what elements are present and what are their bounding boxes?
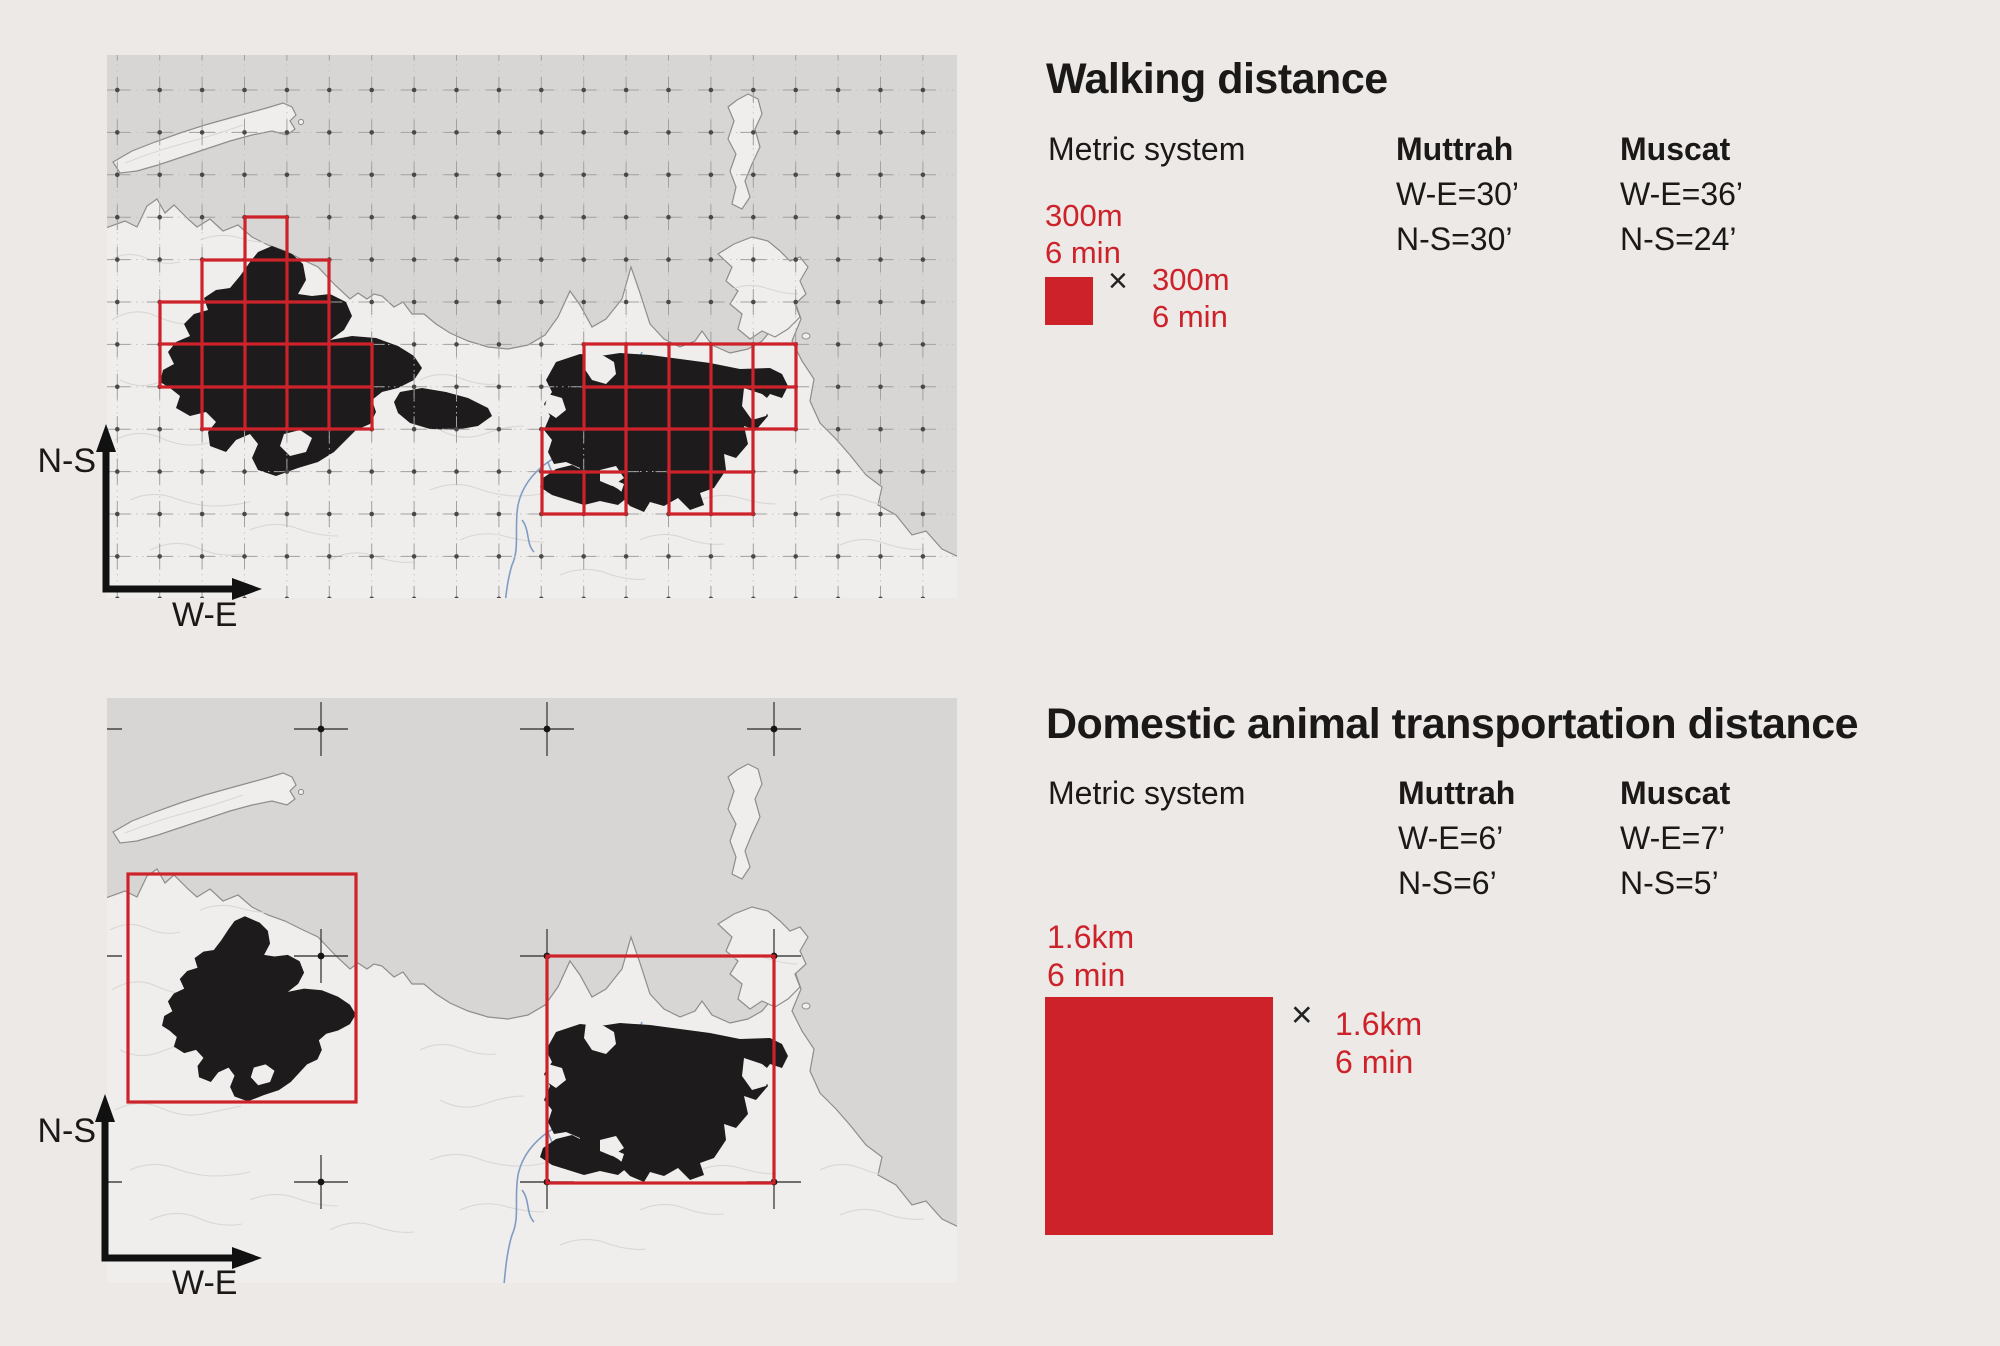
animal-muttrah-ns: N-S=6’ — [1398, 865, 1497, 901]
axes-animal — [95, 1094, 262, 1269]
animal-square-time: 6 min — [1335, 1044, 1414, 1080]
animal-metric-label: Metric system — [1048, 775, 1246, 811]
walking-map — [107, 55, 957, 598]
axis-arrow-east-b — [232, 1247, 262, 1269]
animal-legend-distance: 1.6km — [1047, 919, 1135, 955]
animal-square-distance: 1.6km — [1335, 1006, 1423, 1042]
axis-arrow-north-b — [95, 1094, 115, 1122]
walking-legend-time: 6 min — [1045, 235, 1121, 270]
red-1600m-squares — [126, 872, 776, 1185]
red-300m-cells — [158, 215, 798, 516]
animal-map — [107, 698, 957, 1283]
axis-label-ns-walking: N-S — [37, 442, 96, 480]
animal-muscat-we: W-E=7’ — [1620, 820, 1726, 856]
walking-legend-distance: 300m — [1045, 198, 1123, 233]
animal-city-muttrah: Muttrah — [1398, 775, 1516, 811]
animal-legend-time: 6 min — [1047, 957, 1126, 993]
axis-label-ns-animal: N-S — [37, 1112, 96, 1150]
animal-legend-side: 1.6km 6 min — [1047, 918, 1134, 994]
axis-label-we-animal: W-E — [172, 1264, 238, 1302]
axis-arrow-east — [232, 578, 262, 600]
walking-muscat-we: W-E=36’ — [1620, 176, 1744, 212]
animal-muscat-ns: N-S=5’ — [1620, 865, 1719, 901]
axis-label-we-walking: W-E — [172, 596, 238, 634]
animal-city-muscat: Muscat — [1620, 775, 1731, 811]
axis-arrow-north — [96, 424, 116, 452]
walking-metric-label: Metric system — [1048, 131, 1246, 167]
walking-legend-square-label: 300m 6 min — [1152, 261, 1230, 335]
walking-city-muscat: Muscat — [1620, 131, 1731, 167]
walking-square-time: 6 min — [1152, 299, 1228, 334]
walking-square-distance: 300m — [1152, 262, 1230, 297]
walking-legend-side: 300m 6 min — [1045, 197, 1123, 271]
walking-title: Walking distance — [1046, 55, 1388, 103]
walking-muttrah-we: W-E=30’ — [1396, 176, 1520, 212]
animal-title: Domestic animal transportation distance — [1046, 700, 1859, 748]
walking-muttrah-ns: N-S=30’ — [1396, 221, 1513, 257]
walking-city-muttrah: Muttrah — [1396, 131, 1514, 167]
animal-scale-square — [1045, 997, 1273, 1235]
animal-multiply-icon: × — [1291, 994, 1313, 1035]
animal-muttrah-we: W-E=6’ — [1398, 820, 1504, 856]
animal-legend-square-label: 1.6km 6 min — [1335, 1005, 1422, 1081]
walking-muscat-ns: N-S=24’ — [1620, 221, 1737, 257]
walking-multiply-icon: × — [1108, 262, 1128, 300]
axes-walking — [96, 424, 262, 600]
walking-scale-square — [1045, 277, 1093, 325]
